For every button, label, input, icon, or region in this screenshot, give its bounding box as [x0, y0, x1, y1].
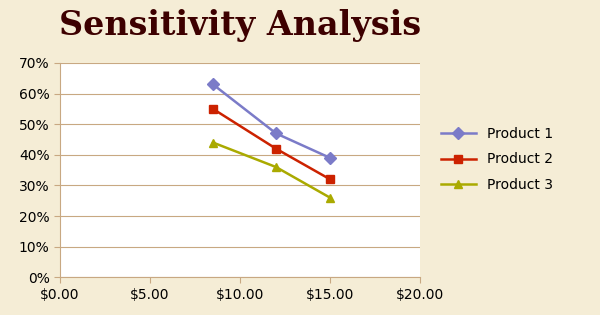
Product 2 — [326, 177, 334, 181]
Product 3 — [209, 141, 217, 145]
Product 3 — [326, 196, 334, 199]
Text: Sensitivity Analysis: Sensitivity Analysis — [59, 9, 421, 43]
Product 1 — [209, 83, 217, 86]
Line: Product 3: Product 3 — [209, 138, 334, 202]
Product 3 — [272, 165, 280, 169]
Product 1 — [272, 131, 280, 135]
Product 2 — [209, 107, 217, 111]
Line: Product 2: Product 2 — [209, 105, 334, 183]
Product 1 — [326, 156, 334, 160]
Line: Product 1: Product 1 — [209, 80, 334, 162]
Legend: Product 1, Product 2, Product 3: Product 1, Product 2, Product 3 — [434, 120, 560, 198]
Product 2 — [272, 147, 280, 151]
